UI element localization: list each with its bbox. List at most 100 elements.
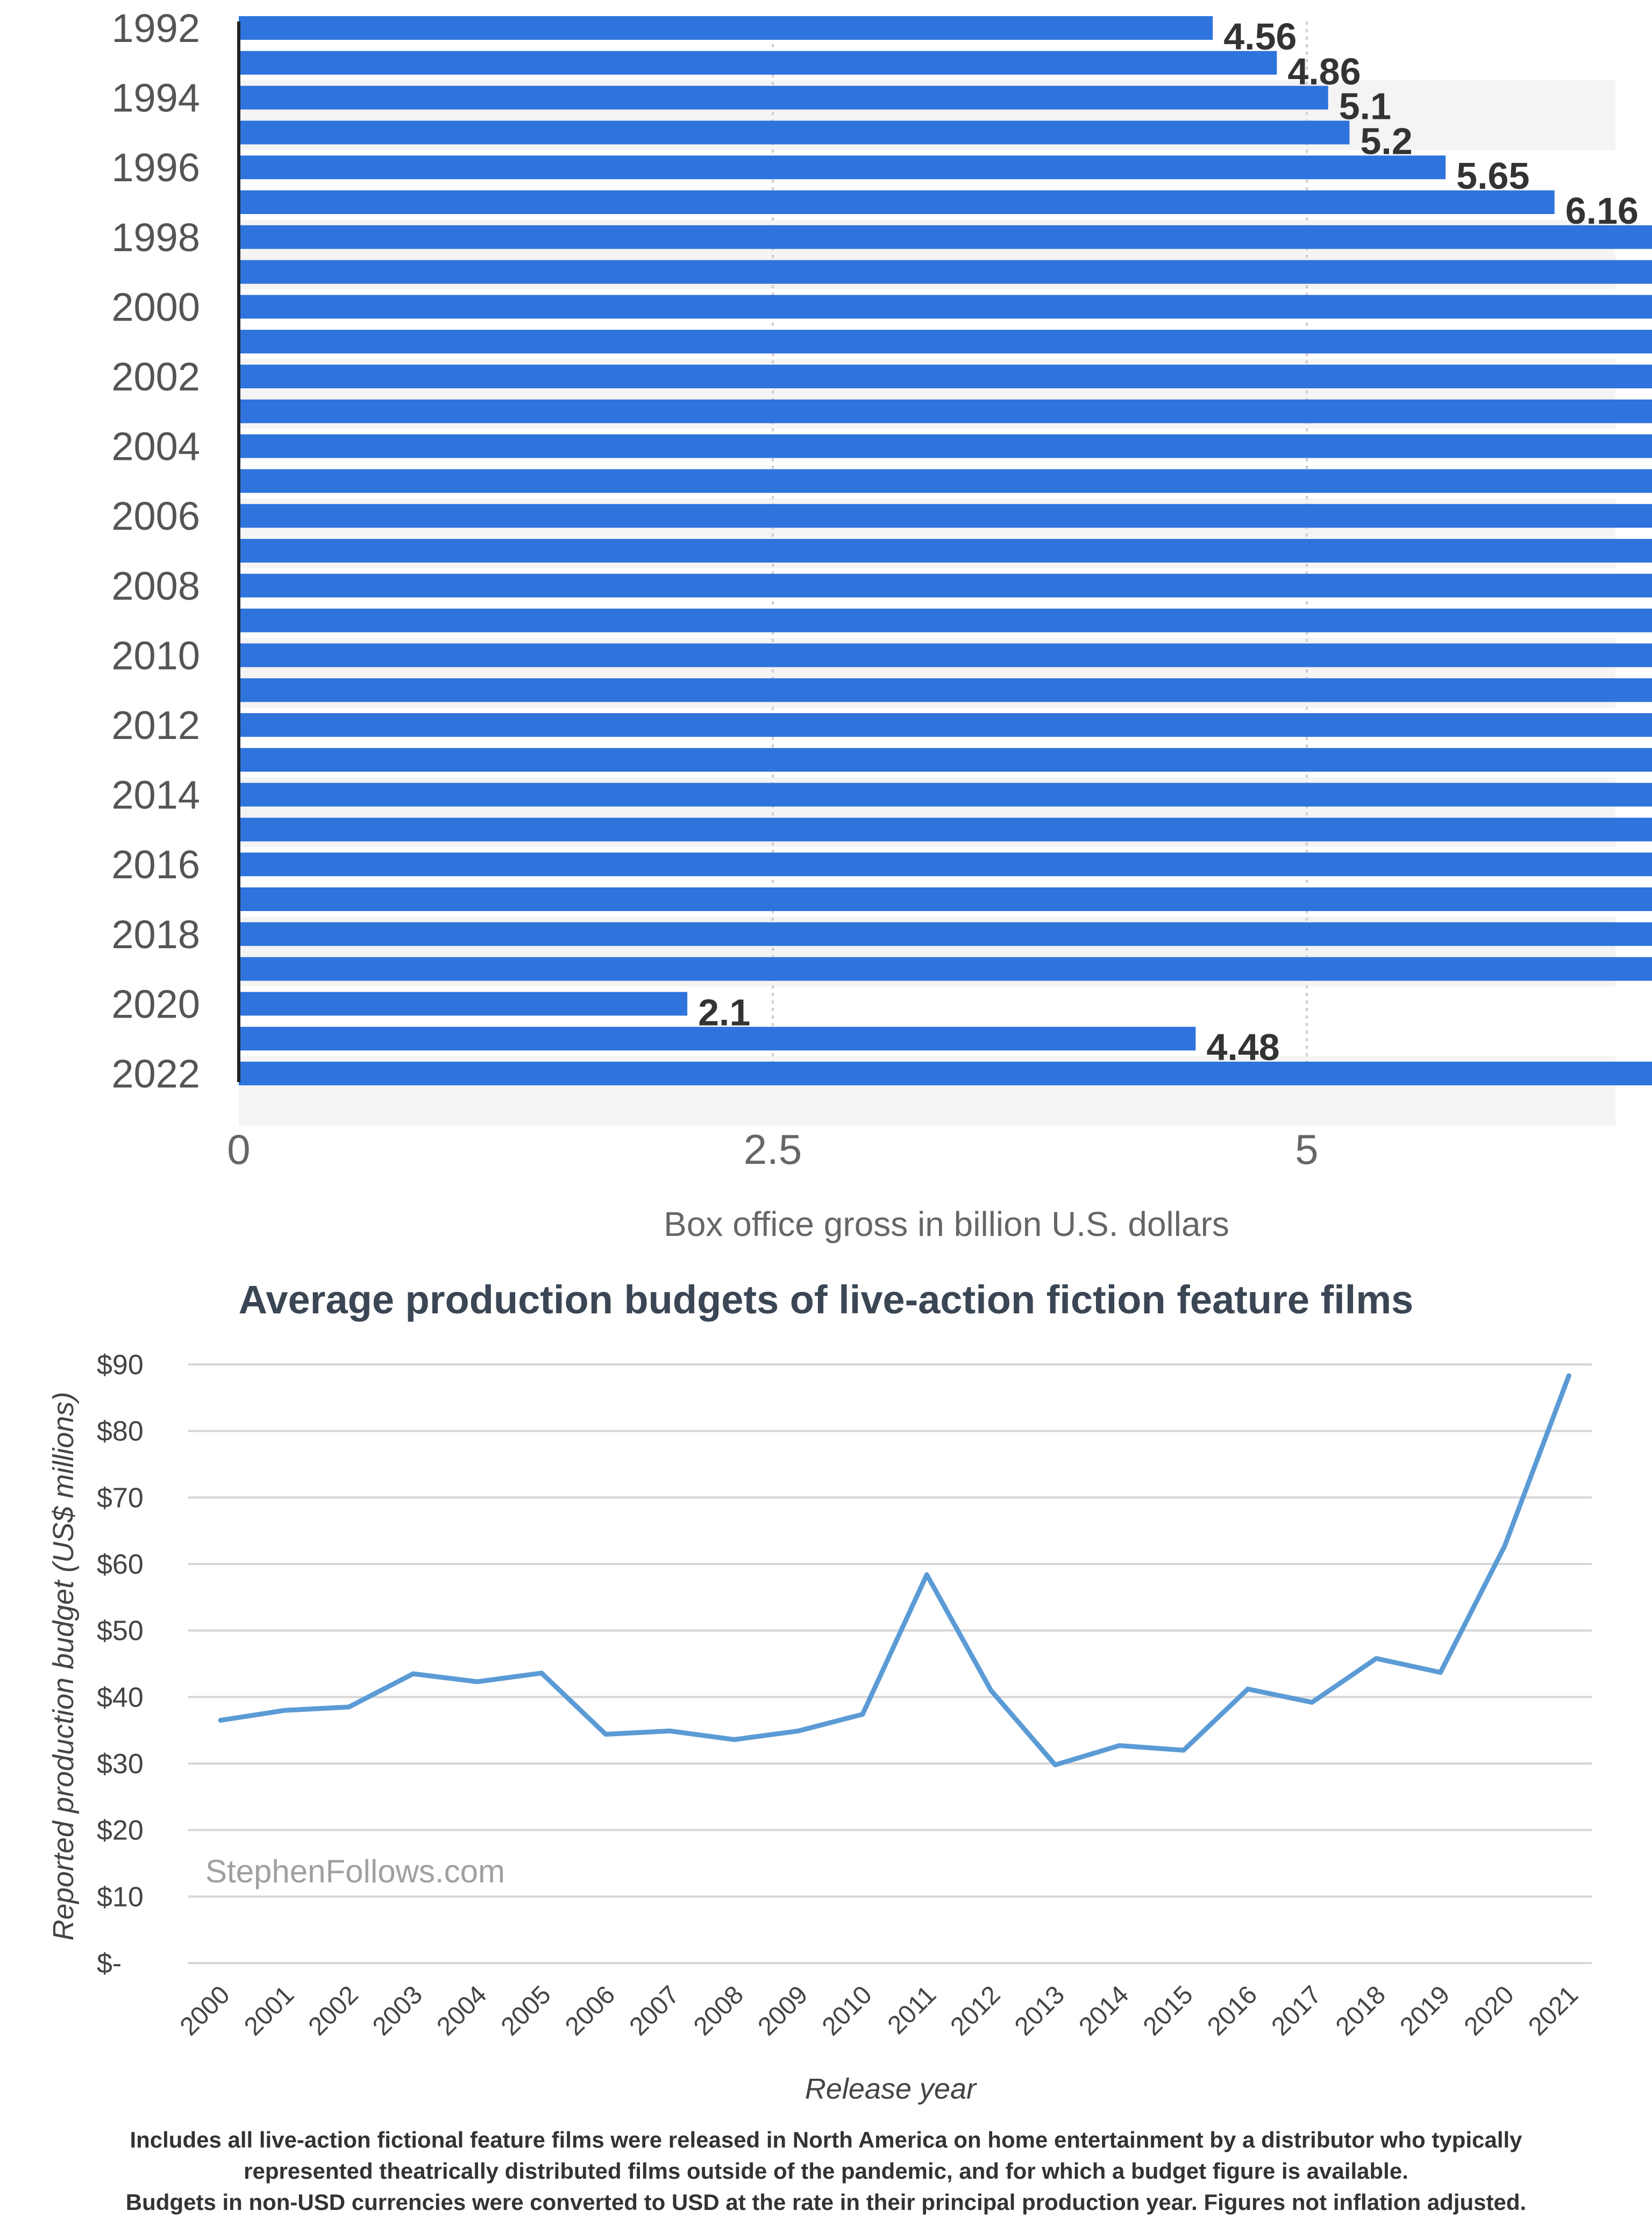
- budget-line-series: [218, 1373, 1571, 1767]
- year-tick-2008: 2008: [111, 564, 200, 608]
- year-tick-2010: 2010: [111, 633, 200, 678]
- data-point-2005: [540, 1672, 543, 1674]
- data-point-2000: [219, 1719, 222, 1722]
- budget-tick-50: $50: [97, 1616, 144, 1647]
- budget-tick-60: $60: [97, 1549, 144, 1580]
- bar-series: [239, 16, 1652, 1085]
- year-tick-2010: 2010: [817, 1980, 878, 2041]
- bar-2002: [239, 365, 1652, 388]
- data-label-1992: 4.56: [1223, 16, 1297, 58]
- data-point-2007: [668, 1730, 671, 1732]
- bar-2008: [239, 573, 1652, 598]
- year-tick-2000: 2000: [175, 1980, 236, 2041]
- value-tick-5: 5: [1295, 1126, 1318, 1173]
- year-tick-2014: 2014: [1073, 1980, 1134, 2041]
- year-tick-2002: 2002: [303, 1980, 364, 2041]
- release-year-tick-labels: 2000 2001 2002 2003 2004 2005 2006 2007 2008 2009…: [175, 1980, 1584, 2041]
- year-tick-2011: 2011: [882, 1980, 942, 2039]
- year-tick-2015: 2015: [1138, 1980, 1199, 2041]
- year-tick-2020: 2020: [1459, 1980, 1520, 2041]
- year-tick-1992: 1992: [111, 6, 200, 51]
- budget-data-points: [219, 1375, 1570, 1766]
- bar-2010: [239, 643, 1652, 667]
- bar-2006: [239, 504, 1652, 528]
- bar-2022: [239, 1062, 1652, 1085]
- value-tick-0: 0: [227, 1126, 250, 1173]
- data-point-2006: [604, 1733, 607, 1736]
- bar-1995: [239, 120, 1350, 145]
- year-tick-2022: 2022: [111, 1051, 200, 1096]
- data-point-2020: [1504, 1545, 1506, 1547]
- bar-2020: [239, 992, 688, 1016]
- year-tick-2018: 2018: [111, 912, 200, 957]
- data-point-2009: [797, 1730, 800, 1732]
- budget-tick-20: $20: [97, 1815, 144, 1846]
- budget-tick-labels: $- $10 $20 $30 $40 $50 $60 $70 $80 $90: [97, 1349, 144, 1979]
- year-tick-2006: 2006: [560, 1980, 621, 2041]
- bar-2000: [239, 295, 1652, 319]
- data-point-2014: [1118, 1744, 1121, 1747]
- data-point-2012: [989, 1689, 992, 1691]
- data-point-2016: [1247, 1688, 1249, 1690]
- box-office-bar-chart: 4.564.865.15.25.656.166.737.387.518.119.…: [111, 6, 1652, 1243]
- x-axis-title: Release year: [805, 2073, 977, 2105]
- year-tick-2016: 2016: [111, 842, 200, 887]
- bar-2019: [239, 957, 1652, 981]
- watermark: StephenFollows.com: [205, 1853, 505, 1889]
- bar-2009: [239, 608, 1652, 632]
- bar-1997: [239, 190, 1555, 214]
- data-label-1993: 4.86: [1287, 51, 1361, 93]
- year-tick-1998: 1998: [111, 215, 200, 260]
- budget-tick-70: $70: [97, 1482, 144, 1513]
- data-label-1994: 5.1: [1339, 86, 1391, 127]
- bar-2003: [239, 399, 1652, 423]
- chart-title: Average production budgets of live-actio…: [239, 1277, 1414, 1322]
- year-tick-2017: 2017: [1266, 1980, 1327, 2041]
- value-tick-labels: 02.557.510: [227, 1126, 1318, 1173]
- year-tick-2008: 2008: [688, 1980, 749, 2041]
- bar-1996: [239, 155, 1446, 180]
- bar-1992: [239, 16, 1213, 40]
- bar-2013: [239, 748, 1652, 772]
- budget-tick-40: $40: [97, 1682, 144, 1713]
- bar-1999: [239, 260, 1652, 284]
- data-point-2003: [412, 1673, 415, 1675]
- data-point-2013: [1054, 1764, 1057, 1766]
- budget-tick-90: $90: [97, 1349, 144, 1381]
- year-tick-2014: 2014: [111, 773, 200, 817]
- value-tick-2.5: 2.5: [744, 1126, 802, 1173]
- year-tick-2020: 2020: [111, 982, 200, 1026]
- data-point-2015: [1183, 1749, 1185, 1752]
- data-point-2001: [283, 1709, 286, 1712]
- year-tick-2004: 2004: [111, 424, 200, 469]
- year-tick-2016: 2016: [1202, 1980, 1263, 2041]
- data-label-1996: 5.65: [1456, 155, 1529, 197]
- year-tick-2021: 2021: [1523, 1980, 1584, 2041]
- year-tick-2002: 2002: [111, 354, 200, 399]
- bar-data-labels: 4.564.865.15.25.656.166.737.387.518.119.…: [698, 16, 1639, 1068]
- year-tick-1994: 1994: [111, 76, 200, 120]
- bar-2004: [239, 434, 1652, 458]
- year-tick-2012: 2012: [111, 703, 200, 748]
- bar-2001: [239, 330, 1652, 354]
- data-point-2011: [925, 1573, 928, 1576]
- bar-2005: [239, 469, 1652, 493]
- data-label-2020: 2.1: [698, 991, 750, 1033]
- year-tick-1996: 1996: [111, 145, 200, 190]
- bar-1994: [239, 86, 1328, 110]
- bar-2007: [239, 539, 1652, 563]
- footnote-line-3: Budgets in non-USD currencies were conve…: [125, 2189, 1527, 2215]
- bar-2014: [239, 783, 1652, 807]
- x-axis-title: Box office gross in billion U.S. dollars: [664, 1205, 1229, 1243]
- budget-tick-10: $10: [97, 1881, 144, 1913]
- bar-1993: [239, 51, 1277, 75]
- year-tick-2012: 2012: [945, 1980, 1006, 2041]
- year-tick-2006: 2006: [111, 494, 200, 538]
- horizontal-gridlines: [188, 1363, 1592, 1964]
- year-tick-2004: 2004: [431, 1980, 492, 2041]
- data-point-2010: [861, 1713, 864, 1716]
- data-point-2017: [1311, 1701, 1313, 1704]
- year-tick-2013: 2013: [1009, 1980, 1070, 2041]
- bar-2017: [239, 887, 1652, 911]
